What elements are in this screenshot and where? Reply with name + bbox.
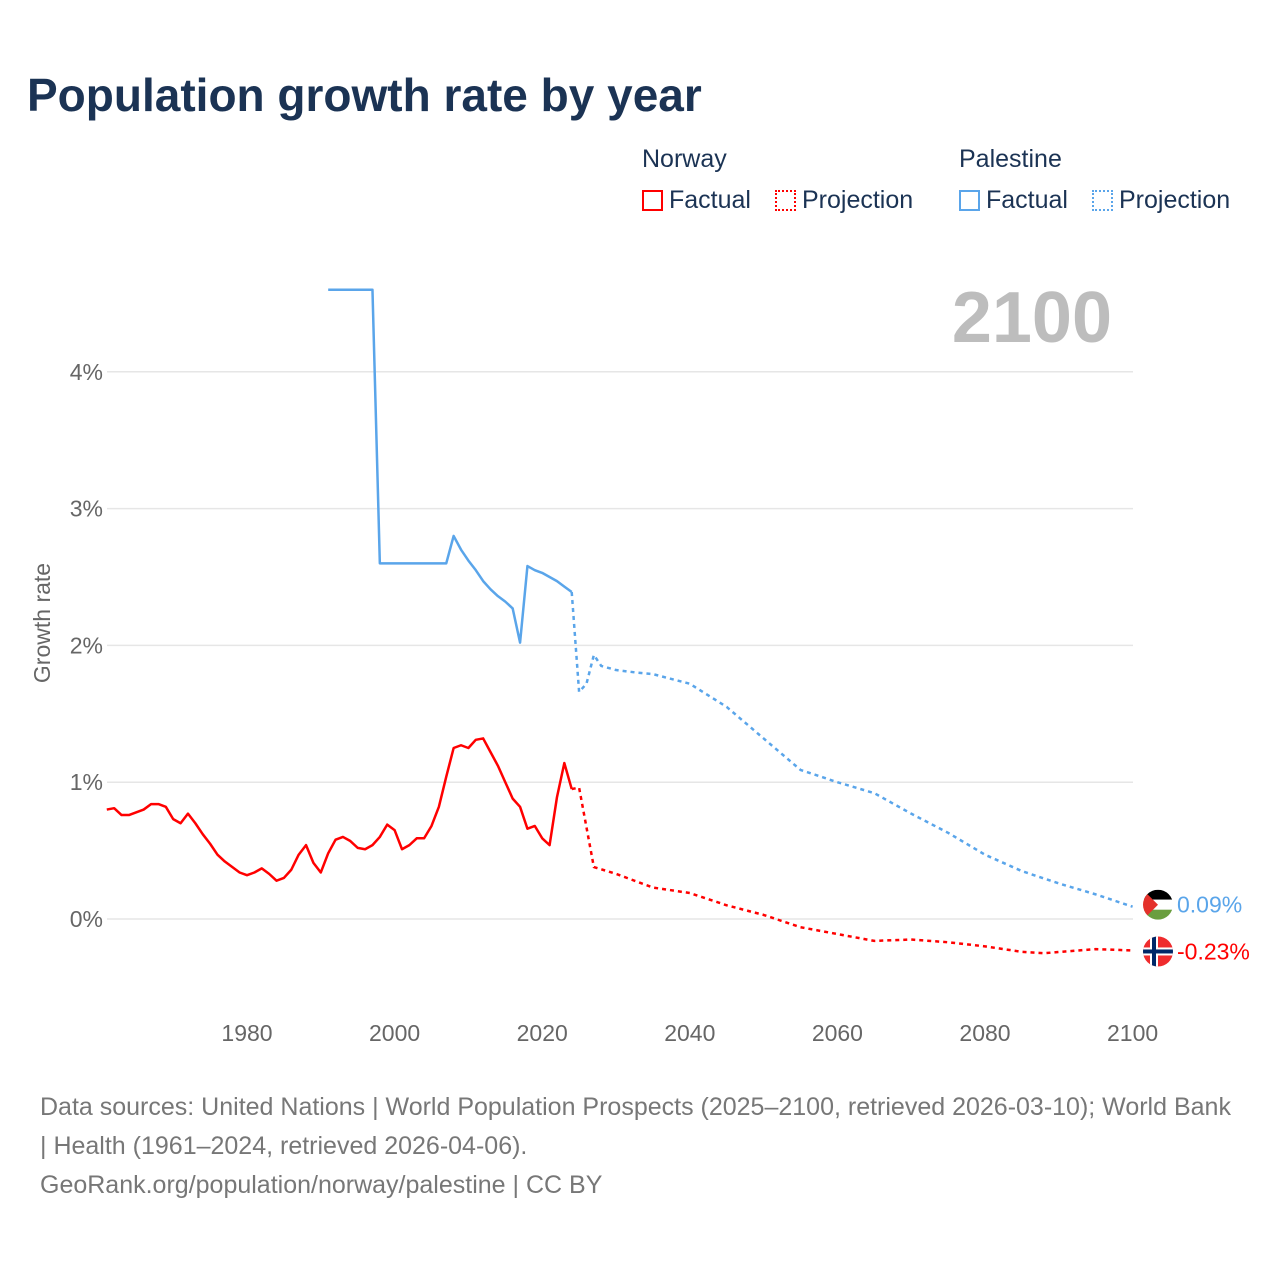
legend-label: Projection <box>802 186 914 214</box>
end-value-label-norway: -0.23% <box>1177 938 1250 964</box>
x-tick-label: 2100 <box>1107 1020 1158 1046</box>
end-value-label-palestine: 0.09% <box>1177 892 1242 918</box>
y-tick-label: 1% <box>70 769 103 795</box>
legend-swatch <box>959 190 980 211</box>
source-link[interactable]: GeoRank.org/population/norway/palestine … <box>40 1171 603 1199</box>
palestine-flag-icon <box>1143 889 1173 920</box>
x-tick-label: 2060 <box>812 1020 863 1046</box>
y-axis-label: Growth rate <box>29 563 55 683</box>
legend-swatch <box>775 190 796 211</box>
series-palestine-factual <box>328 288 573 644</box>
line-chart: 2100 Growth rate 0% 1% 2% 3% 4% 1980 2000 2020 2… <box>29 278 1250 1046</box>
series-norway-factual <box>106 737 573 882</box>
x-tick-label: 2040 <box>664 1020 715 1046</box>
legend-palestine-projection[interactable]: Projection <box>1092 186 1230 215</box>
legend-norway-projection[interactable]: Projection <box>775 186 913 215</box>
y-tick-label: 3% <box>70 496 103 522</box>
series-palestine-projection <box>570 591 1133 908</box>
legend-label: Factual <box>669 186 751 214</box>
legend-group-norway: Norway <box>642 145 727 173</box>
legend-palestine-factual[interactable]: Factual <box>959 186 1068 215</box>
footer: Data sources: United Nations | World Pop… <box>40 1088 1240 1205</box>
legend-swatch <box>1092 190 1113 211</box>
legend-swatch <box>642 190 663 211</box>
y-tick-label: 4% <box>70 359 103 385</box>
norway-flag-icon <box>1143 936 1173 967</box>
y-tick-label: 0% <box>70 906 103 932</box>
legend-norway-factual[interactable]: Factual <box>642 186 751 215</box>
legend-label: Projection <box>1119 186 1231 214</box>
series-norway-projection <box>571 786 1133 955</box>
legend-label: Factual <box>986 186 1068 214</box>
x-tick-label: 1980 <box>221 1020 272 1046</box>
x-tick-label: 2000 <box>369 1020 420 1046</box>
y-tick-label: 2% <box>70 632 103 658</box>
year-watermark: 2100 <box>952 278 1112 358</box>
x-tick-label: 2020 <box>517 1020 568 1046</box>
data-sources: Data sources: United Nations | World Pop… <box>40 1093 1231 1160</box>
x-tick-label: 2080 <box>959 1020 1010 1046</box>
chart-title: Population growth rate by year <box>27 69 702 121</box>
legend-group-palestine: Palestine <box>959 145 1062 173</box>
